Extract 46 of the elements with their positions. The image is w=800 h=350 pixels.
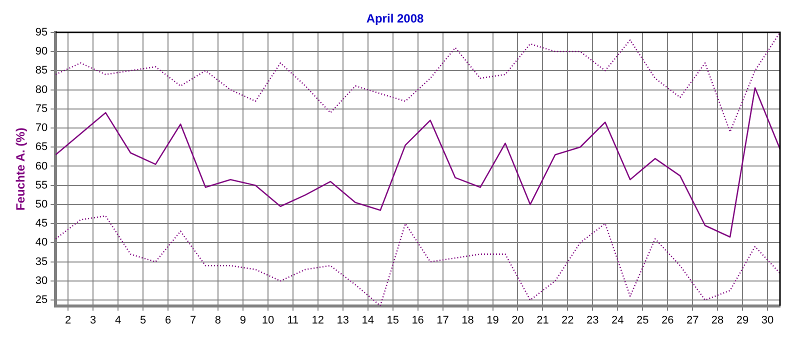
- x-tick-label: 3: [90, 314, 96, 326]
- y-tick-label: 55: [35, 179, 48, 192]
- x-tick-label: 14: [362, 314, 374, 326]
- chart-title: April 2008: [366, 12, 424, 26]
- y-tick-label: 70: [35, 122, 48, 134]
- y-tick-label: 65: [35, 141, 48, 154]
- x-tick-label: 17: [436, 314, 449, 326]
- y-tick-label: 40: [35, 236, 48, 249]
- x-tick-label: 7: [190, 314, 196, 326]
- x-tick-label: 4: [115, 314, 122, 326]
- y-tick-label: 30: [35, 274, 48, 287]
- y-tick-label: 90: [35, 46, 48, 58]
- x-tick-label: 22: [562, 314, 574, 326]
- x-tick-label: 25: [636, 314, 649, 326]
- x-tick-label: 11: [287, 314, 299, 326]
- y-axis-title: Feuchte A. (%): [14, 128, 28, 211]
- x-tick-label: 24: [612, 314, 624, 326]
- x-tick-label: 6: [164, 314, 172, 326]
- x-tick-label: 12: [312, 314, 324, 326]
- y-tick-label: 95: [35, 26, 48, 38]
- x-tick-label: 5: [140, 314, 146, 326]
- x-tick-label: 27: [686, 314, 699, 326]
- x-tick-label: 29: [736, 314, 749, 326]
- y-tick-label: 60: [35, 160, 48, 172]
- y-tick-label: 80: [35, 84, 48, 96]
- x-tick-label: 26: [661, 314, 674, 326]
- x-tick-label: 28: [711, 314, 724, 326]
- y-tick-label: 85: [35, 64, 48, 77]
- x-tick-label: 20: [512, 314, 524, 326]
- y-tick-label: 50: [35, 198, 48, 210]
- x-tick-label: 18: [462, 314, 474, 326]
- x-tick-label: 10: [262, 314, 274, 326]
- x-tick-label: 21: [536, 314, 549, 326]
- x-tick-label: 23: [586, 314, 599, 326]
- x-tick-label: 8: [214, 314, 222, 326]
- x-tick-label: 30: [761, 314, 774, 326]
- y-tick-label: 75: [35, 102, 48, 115]
- x-tick-label: 15: [386, 314, 399, 326]
- x-tick-label: 19: [486, 314, 499, 326]
- x-tick-label: 2: [65, 314, 72, 326]
- x-tick-label: 9: [240, 314, 246, 326]
- y-tick-label: 25: [35, 294, 48, 306]
- x-tick-label: 16: [412, 314, 424, 326]
- y-tick-label: 35: [35, 256, 48, 268]
- x-tick-label: 13: [336, 314, 350, 326]
- y-tick-label: 45: [35, 218, 48, 230]
